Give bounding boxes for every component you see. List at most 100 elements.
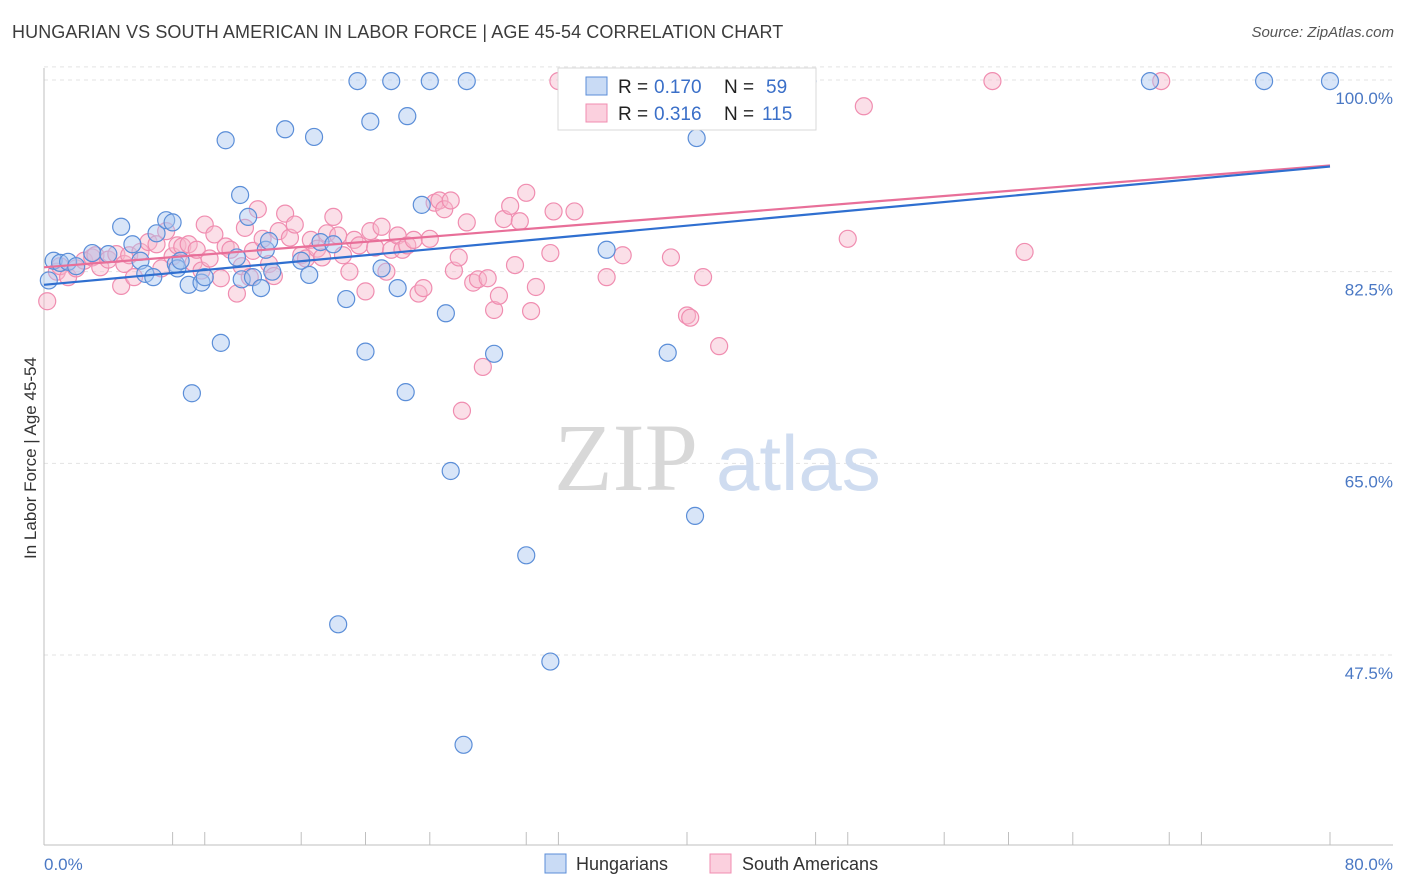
- south-americans-point-60: [366, 238, 385, 257]
- y-tick-label-2: 82.5%: [1345, 281, 1393, 300]
- y-axis-label: In Labor Force | Age 45-54: [21, 357, 40, 559]
- hungarians-point-35: [300, 265, 319, 285]
- hungarians-point-14: [163, 213, 182, 232]
- hungarians-point-45: [382, 71, 401, 91]
- south-americans-point-42: [269, 222, 288, 241]
- south-americans-point-58: [356, 282, 375, 301]
- hungarians-point-62: [687, 128, 706, 148]
- hungarians-point-22: [211, 333, 230, 352]
- hungarians-point-20: [192, 273, 211, 292]
- south-americans-point-27: [195, 215, 214, 234]
- hungarians-point-61: [685, 506, 705, 526]
- south-americans-point-80: [468, 270, 488, 289]
- hungarians-point-36: [304, 127, 324, 147]
- bottom-legend-south-americans: South Americans: [742, 854, 878, 874]
- south-americans-point-29: [205, 225, 224, 244]
- south-americans-point-56: [345, 230, 364, 250]
- south-americans-point-33: [227, 284, 246, 303]
- hungarians-point-33: [276, 120, 295, 139]
- south-americans-point-89: [517, 183, 536, 202]
- south-americans-point-68: [409, 284, 428, 303]
- south-americans-point-84: [489, 286, 509, 305]
- hungarians-point-41: [348, 71, 367, 91]
- south-americans-point-87: [505, 255, 525, 275]
- legend-r-label-south-americans: R =: [618, 104, 648, 125]
- south-americans-point-70: [420, 229, 439, 248]
- hungarians-point-66: [1320, 71, 1340, 91]
- south-americans-point-61: [372, 217, 391, 236]
- hungarians-point-47: [396, 383, 415, 402]
- hungarians-point-8: [123, 235, 142, 254]
- hungarians-point-27: [239, 207, 258, 227]
- hungarians-point-31: [259, 231, 279, 251]
- trend-lines: [43, 164, 1331, 286]
- south-americans-point-82: [478, 269, 497, 288]
- x-tick-marks: [172, 832, 1331, 845]
- hungarians-point-50: [420, 71, 439, 91]
- south-americans-trend-line: [43, 164, 1331, 269]
- hungarians-point-43: [361, 112, 380, 131]
- stats-legend: R = 0.170 N = 59 R = 0.316 N = 115: [557, 67, 817, 131]
- south-americans-point-57: [349, 236, 369, 255]
- south-americans-point-30: [211, 269, 230, 288]
- south-americans-point-98: [661, 248, 681, 267]
- south-americans-point-95: [565, 202, 584, 221]
- legend-r-value-south-americans: 0.316: [654, 104, 702, 125]
- south-americans-point-76: [449, 248, 468, 267]
- hungarians-point-52: [441, 461, 460, 481]
- hungarians-point-0: [39, 271, 58, 290]
- hungarians-point-48: [398, 107, 417, 126]
- legend-r-value-hungarians: 0.170: [654, 77, 702, 98]
- legend-n-value-hungarians: 59: [766, 77, 787, 98]
- hungarians-point-26: [232, 270, 251, 289]
- hungarians-point-55: [485, 344, 504, 363]
- south-americans-point-38: [248, 200, 267, 219]
- south-americans-point-93: [544, 202, 563, 221]
- south-americans-point-28: [200, 249, 219, 268]
- south-americans-point-92: [541, 243, 560, 263]
- watermark-atlas: atlas: [716, 419, 881, 507]
- hungarians-point-44: [372, 259, 391, 278]
- bottom-legend-hungarians: Hungarians: [576, 854, 668, 874]
- south-americans-point-45: [285, 215, 304, 234]
- legend-swatch-hungarians: [585, 76, 608, 96]
- y-tick-label-1: 65.0%: [1345, 472, 1393, 491]
- hungarians-point-64: [1140, 71, 1160, 91]
- hungarians-point-11: [144, 268, 163, 287]
- grid-lines: [44, 66, 1393, 656]
- south-americans-point-79: [464, 273, 483, 292]
- x-tick-label-min: 0.0%: [44, 855, 83, 874]
- hungarians-point-12: [147, 224, 166, 243]
- bottom-legend-swatch-south-americans: [709, 853, 732, 874]
- hungarians-point-56: [517, 546, 536, 565]
- hungarians-trend-line: [43, 165, 1331, 286]
- south-americans-point-96: [597, 268, 616, 287]
- hungarians-point-49: [412, 195, 431, 214]
- south-americans-point-90: [521, 301, 541, 321]
- south-americans-point-102: [710, 337, 729, 356]
- legend-n-value-south-americans: 115: [762, 104, 792, 125]
- hungarians-point-40: [337, 289, 356, 309]
- south-americans-point-105: [838, 229, 857, 248]
- hungarians-point-23: [216, 131, 235, 150]
- hungarians-point-58: [597, 240, 616, 259]
- y-tick-label-0: 47.5%: [1345, 664, 1393, 683]
- hungarians-point-32: [263, 262, 282, 281]
- x-tick-label-max: 80.0%: [1345, 855, 1393, 874]
- south-americans-point-99: [677, 306, 697, 325]
- hungarians-point-65: [1254, 71, 1274, 91]
- south-americans-point-74: [441, 191, 460, 210]
- legend-r-label-hungarians: R =: [618, 77, 648, 98]
- south-americans-point-59: [361, 222, 380, 241]
- y-tick-label-3: 100.0%: [1335, 89, 1393, 108]
- bottom-legend-swatch-hungarians: [544, 853, 567, 874]
- south-americans-point-55: [340, 262, 359, 281]
- watermark-zip: ZIP: [554, 404, 698, 511]
- hungarians-point-21: [195, 268, 214, 287]
- legend-n-label-hungarians: N =: [724, 77, 754, 98]
- hungarians-point-25: [231, 185, 250, 205]
- y-tick-labels: 47.5% 65.0% 82.5% 100.0%: [1335, 89, 1393, 683]
- legend-n-label-south-americans: N =: [724, 104, 754, 125]
- chart-title: HUNGARIAN VS SOUTH AMERICAN IN LABOR FOR…: [12, 22, 784, 42]
